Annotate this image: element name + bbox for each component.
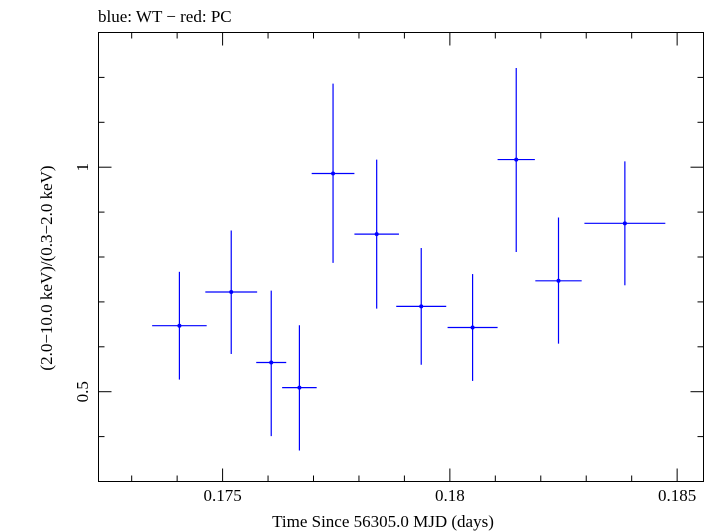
chart-title: blue: WT − red: PC	[98, 7, 232, 26]
data-point	[205, 230, 258, 354]
data-point	[282, 325, 317, 451]
x-tick-label: 0.185	[658, 486, 696, 505]
tick-labels: 0.175 0.18 0.185 0.5 1	[73, 163, 696, 505]
data-point	[396, 248, 447, 365]
data-point	[584, 161, 666, 286]
x-tick-label: 0.175	[203, 486, 241, 505]
data-point	[311, 83, 355, 263]
data-point-marker	[374, 232, 379, 237]
data-point	[447, 274, 498, 381]
data-point-marker	[229, 290, 234, 295]
data-point-marker	[177, 323, 182, 328]
data-point-marker	[331, 171, 336, 176]
data-point	[354, 159, 399, 309]
data-points	[152, 67, 666, 451]
plot-frame	[98, 32, 704, 482]
data-point	[497, 67, 535, 253]
data-point-marker	[622, 221, 627, 226]
data-point-marker	[269, 360, 274, 365]
data-point-marker	[470, 325, 475, 330]
y-axis-label: (2.0−10.0 keV)/(0.3−2.0 keV)	[37, 165, 56, 370]
data-point-marker	[419, 304, 424, 309]
data-point-marker	[514, 157, 519, 162]
data-point	[535, 217, 582, 344]
x-axis-label: Time Since 56305.0 MJD (days)	[272, 512, 494, 531]
data-point-marker	[556, 278, 561, 283]
y-tick-label: 1	[73, 163, 92, 172]
x-tick-label: 0.18	[435, 486, 465, 505]
y-tick-label: 0.5	[73, 381, 92, 402]
data-point-marker	[297, 385, 302, 390]
data-point	[256, 290, 287, 437]
data-point	[152, 271, 207, 380]
axis-ticks	[98, 32, 704, 482]
